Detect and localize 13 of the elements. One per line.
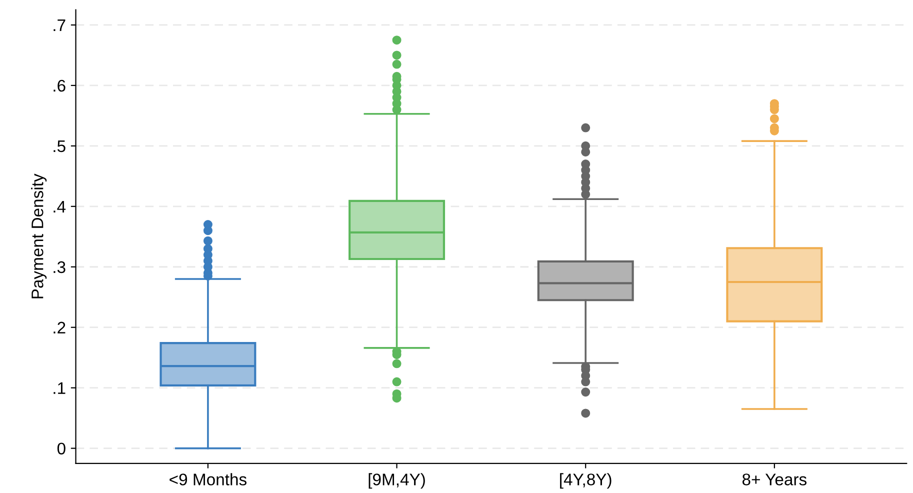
x-tick-label: [4Y,8Y)	[560, 473, 612, 489]
y-axis-title: Payment Density	[31, 174, 47, 298]
y-tick-label: .7	[54, 20, 66, 32]
y-tick-label: .2	[54, 322, 66, 334]
y-tick-label: .5	[54, 140, 66, 152]
y-tick-label: .4	[54, 200, 66, 212]
y-tick-label: .1	[54, 382, 66, 394]
y-tick-label: .3	[54, 261, 66, 274]
y-tick-label: 0	[57, 442, 66, 455]
y-tick-label: .6	[54, 80, 66, 92]
x-tick-label: <9 Months	[170, 473, 246, 486]
x-tick-label: 8+ Years	[742, 474, 807, 486]
x-tick-label: [9M,4Y)	[368, 473, 425, 489]
